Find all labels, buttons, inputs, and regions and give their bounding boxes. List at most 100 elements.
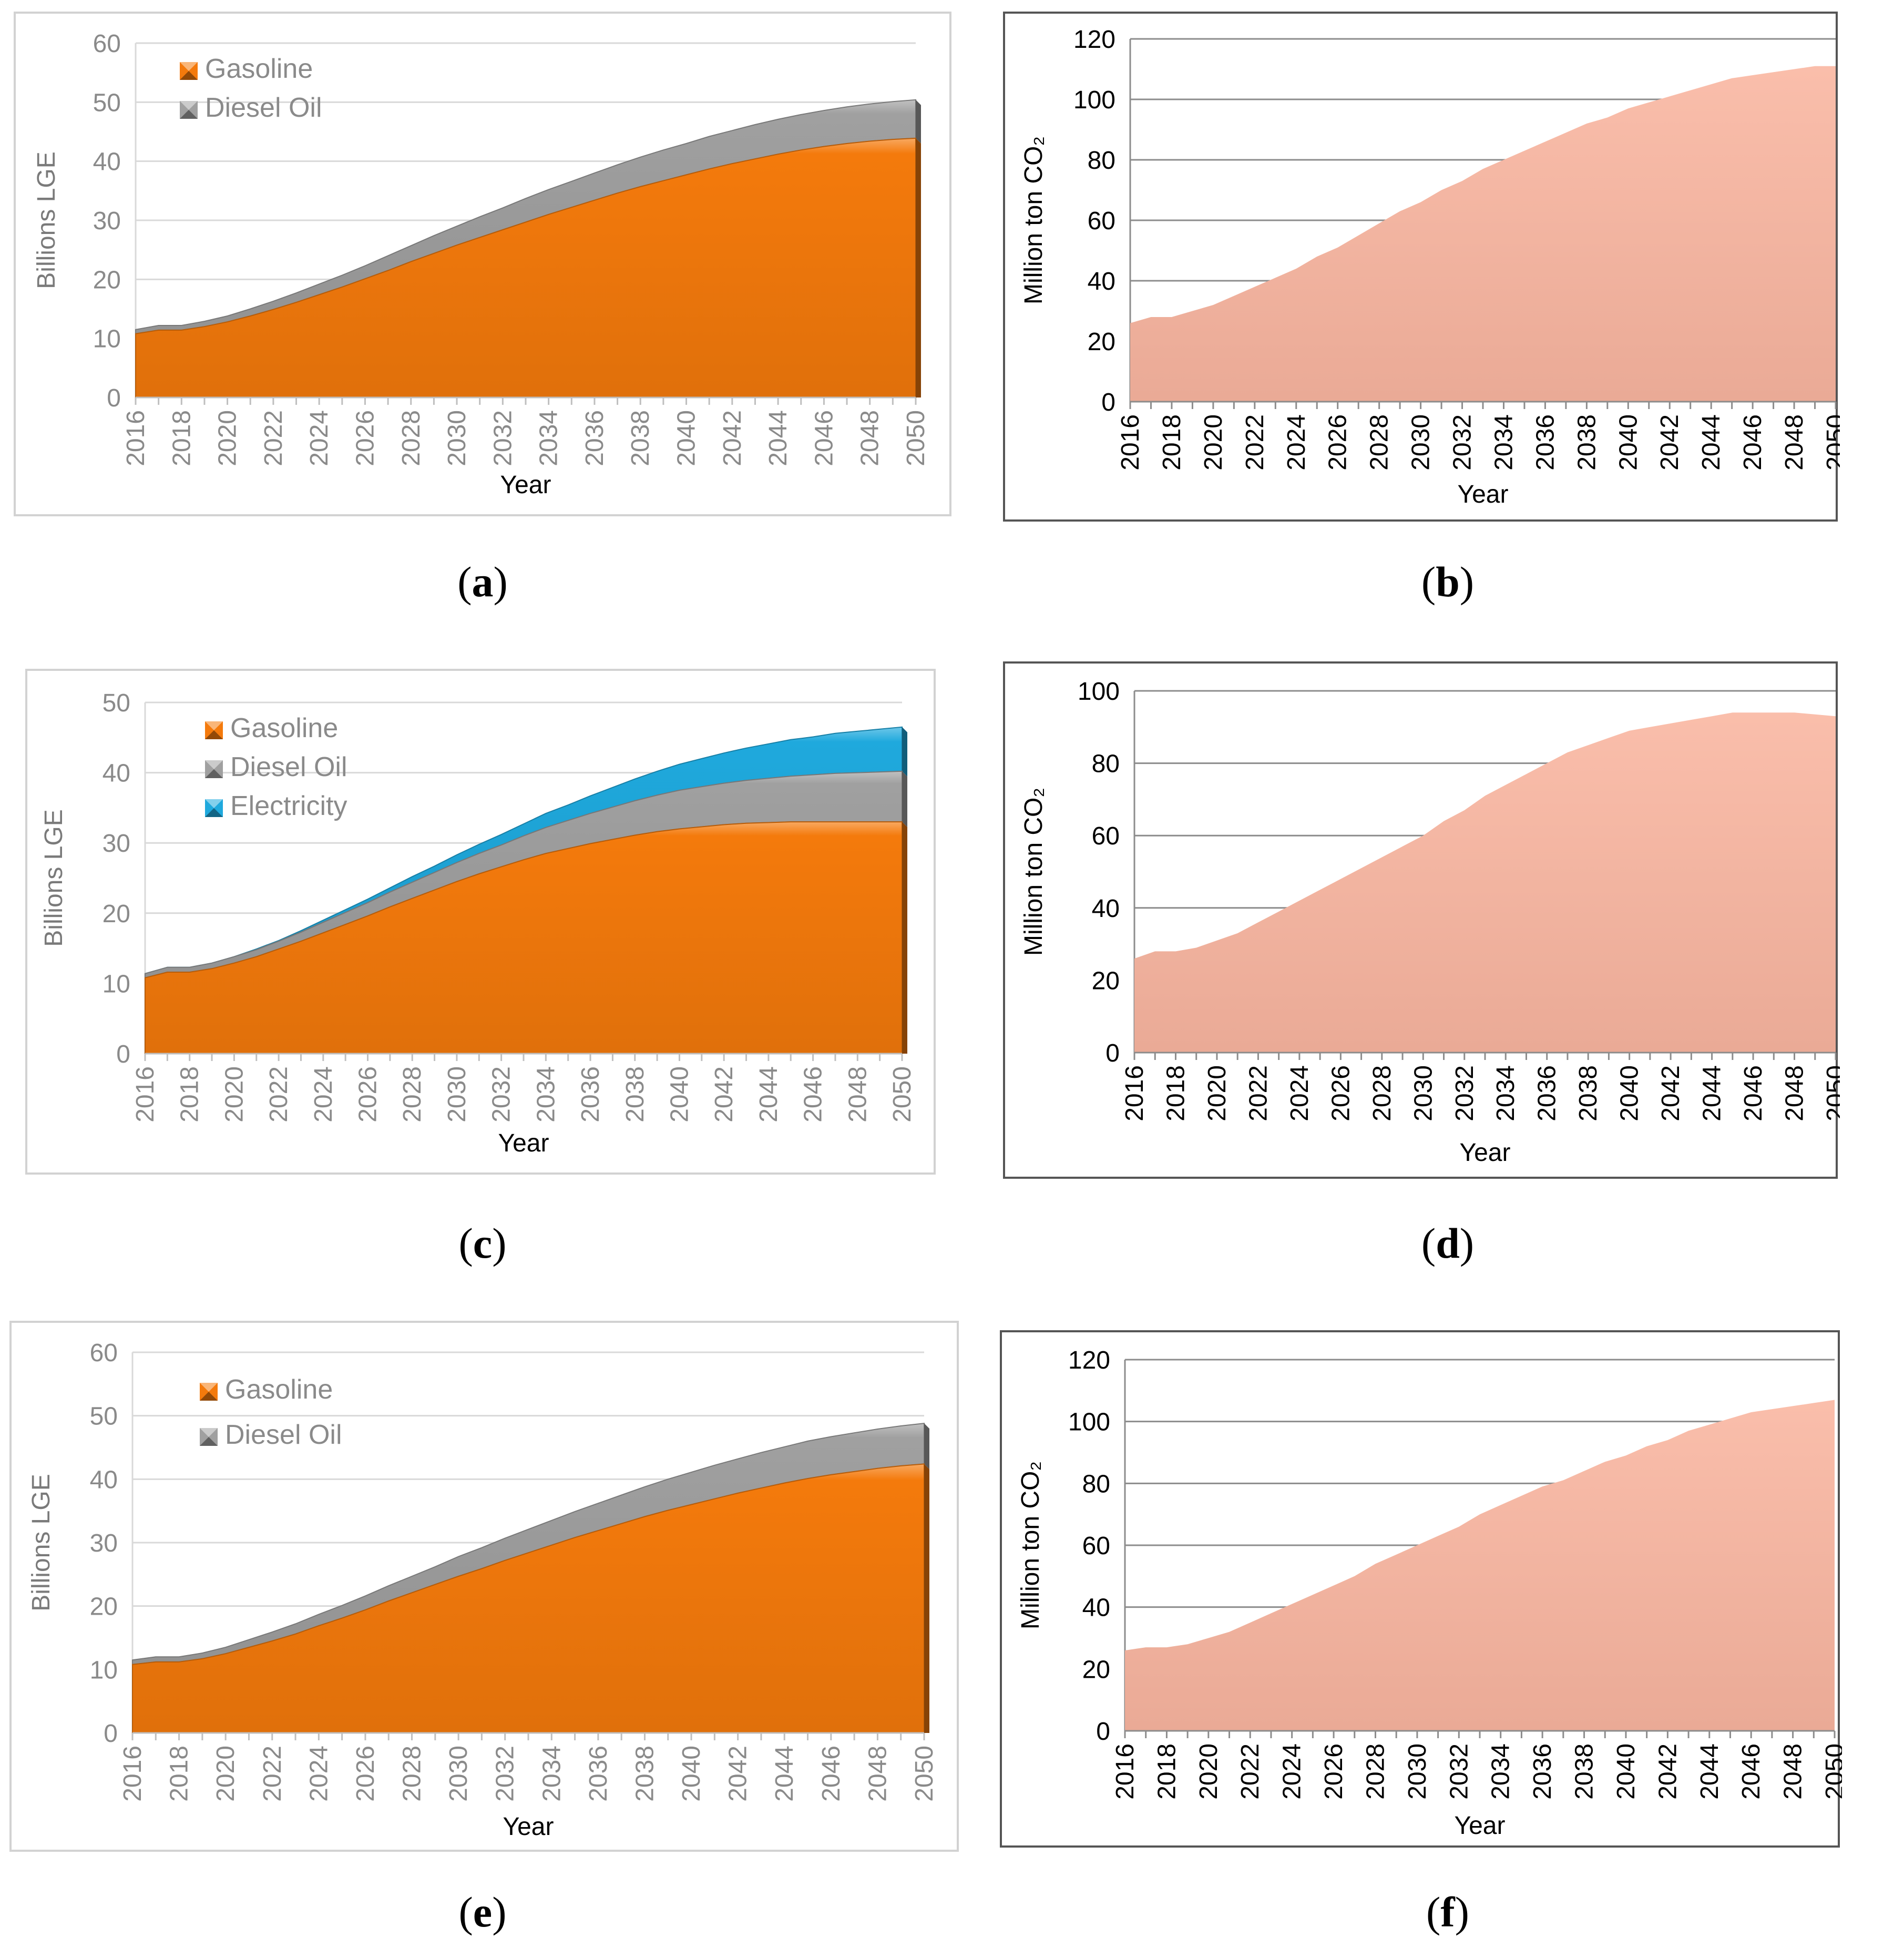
x-tick-label: 2018 (166, 1746, 193, 1802)
x-axis-title: Year (500, 471, 551, 499)
y-axis-title: Billions LGE (27, 1474, 55, 1611)
x-tick-label: 2032 (492, 1746, 519, 1802)
y-tick-label: 40 (90, 1466, 118, 1494)
x-tick-label: 2034 (1492, 1065, 1520, 1121)
y-tick-label: 20 (1092, 967, 1120, 995)
x-axis-title: Year (1455, 1812, 1506, 1840)
x-tick-label: 2020 (214, 410, 242, 466)
y-tick-label: 0 (1101, 389, 1115, 416)
legend-swatch-highlight (205, 760, 223, 769)
x-tick-label: 2022 (259, 1746, 286, 1802)
x-tick-label: 2024 (305, 410, 333, 466)
x-tick-label: 2046 (1739, 1065, 1767, 1121)
y-tick-label: 50 (103, 689, 130, 717)
x-tick-label: 2050 (888, 1066, 916, 1123)
legend-swatch-shadow (180, 110, 198, 119)
area-bevel (902, 771, 907, 828)
y-tick-label: 50 (93, 89, 121, 117)
y-axis-title: Billions LGE (33, 151, 60, 289)
caption-f: (f) (1426, 1888, 1469, 1936)
y-tick-label: 0 (116, 1041, 130, 1068)
x-axis-title: Year (1458, 481, 1509, 508)
y-tick-label: 80 (1092, 750, 1120, 778)
y-tick-label: 80 (1088, 147, 1115, 175)
caption-b-letter: b (1436, 558, 1460, 606)
area-series-gasoline (132, 1463, 925, 1733)
y-tick-label: 40 (103, 760, 130, 788)
x-tick-label: 2032 (489, 410, 517, 466)
x-tick-label: 2028 (1368, 1065, 1396, 1121)
x-tick-label: 2032 (1451, 1065, 1479, 1121)
x-tick-label: 2018 (176, 1066, 204, 1123)
x-tick-label: 2036 (585, 1746, 612, 1802)
x-tick-label: 2050 (1821, 1743, 1842, 1800)
legend-swatch-highlight (200, 1428, 218, 1437)
x-tick-label: 2032 (488, 1066, 516, 1123)
legend-a: Gasoline Diesel Oil (180, 54, 322, 123)
y-tick-label: 60 (1092, 822, 1120, 850)
area-bevel (916, 138, 921, 397)
x-tick-label: 2042 (724, 1746, 752, 1802)
legend-swatch-shadow (205, 808, 223, 817)
x-tick-label: 2044 (764, 410, 792, 466)
x-tick-label: 2020 (220, 1066, 248, 1123)
area-bevel (924, 1423, 929, 1470)
x-axis-title: Year (1460, 1139, 1511, 1167)
y-axis-title: Million ton CO₂ (1020, 788, 1048, 956)
x-tick-label: 2016 (1111, 1743, 1139, 1800)
x-tick-label: 2036 (581, 410, 609, 466)
x-tick-label: 2020 (1195, 1743, 1223, 1800)
x-tick-label: 2050 (910, 1746, 938, 1802)
x-tick-label: 2044 (1698, 1065, 1726, 1121)
x-tick-label: 2030 (1409, 1065, 1437, 1121)
x-tick-label: 2016 (119, 1746, 147, 1802)
x-tick-label: 2040 (1612, 1743, 1640, 1800)
x-tick-label: 2016 (1117, 414, 1144, 471)
x-tick-label: 2034 (535, 410, 563, 466)
legend-swatch-shadow (205, 769, 223, 778)
y-tick-label: 10 (90, 1656, 118, 1684)
panel-c: 0 10 20 30 40 50 2016 2018 2020 2022 2024 2026 2028 2… (25, 669, 936, 1175)
legend-label: Diesel Oil (230, 752, 347, 782)
y-tick-label: 0 (1105, 1039, 1120, 1067)
x-axis-title: Year (498, 1129, 549, 1157)
y-tick-label: 80 (1082, 1470, 1110, 1498)
area-series-co2 (1125, 1400, 1835, 1731)
y-tick-label: 100 (1073, 86, 1115, 114)
x-tick-label: 2018 (1158, 414, 1186, 471)
legend-swatch-highlight (180, 101, 198, 110)
y-tick-label: 30 (90, 1529, 118, 1557)
area-series-co2 (1134, 712, 1836, 1053)
legend-swatch-highlight (180, 62, 198, 71)
x-tick-label: 2026 (1327, 1065, 1355, 1121)
y-tick-label: 40 (93, 148, 121, 176)
panel-f: 0 20 40 60 80 100 120 2016 2018 2020 2022 2024 2026 2… (1000, 1330, 1842, 1848)
x-tick-label: 2022 (265, 1066, 293, 1123)
y-axis-title: Million ton CO₂ (1017, 1461, 1045, 1629)
y-tick-label: 30 (93, 207, 121, 235)
x-tick-label: 2034 (1487, 1743, 1515, 1800)
y-axis-title: Billions LGE (40, 809, 68, 946)
panel-b: 0 20 40 60 80 100 120 2016 2018 2020 2022 2024 2026 2… (1003, 12, 1840, 522)
legend-label: Gasoline (225, 1374, 333, 1405)
x-tick-label: 2042 (1657, 1065, 1685, 1121)
x-tick-label: 2042 (719, 410, 746, 466)
x-tick-label: 2030 (443, 410, 471, 466)
x-tick-label: 2046 (1737, 1743, 1765, 1800)
x-tick-label: 2026 (354, 1066, 382, 1123)
x-tick-label: 2024 (1278, 1743, 1306, 1800)
x-tick-label: 2042 (710, 1066, 738, 1123)
x-tick-label: 2050 (1822, 414, 1840, 471)
legend-swatch-shadow (180, 71, 198, 80)
x-tick-label: 2028 (398, 1066, 426, 1123)
x-tick-label: 2026 (351, 410, 379, 466)
caption-f-letter: f (1440, 1888, 1455, 1936)
y-tick-label: 120 (1068, 1347, 1110, 1374)
x-tick-label: 2028 (398, 1746, 426, 1802)
x-tick-label: 2040 (666, 1066, 693, 1123)
x-tick-label: 2026 (352, 1746, 380, 1802)
x-tick-label: 2024 (1286, 1065, 1314, 1121)
